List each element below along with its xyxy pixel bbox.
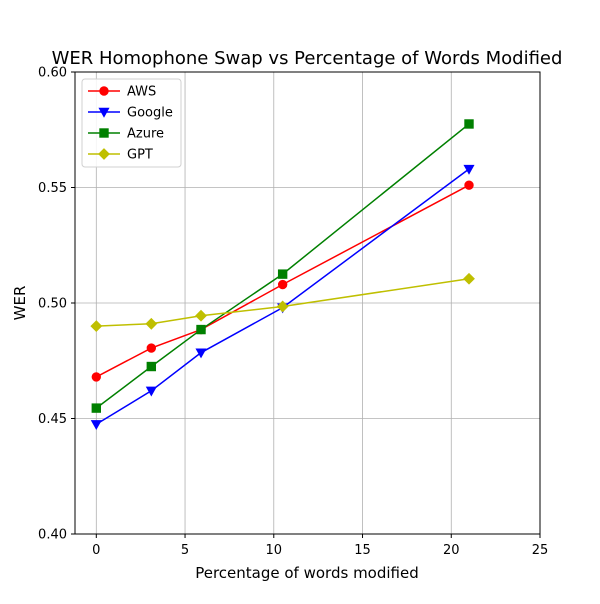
x-axis-label: Percentage of words modified [195,564,419,582]
legend-marker-aws [99,86,109,96]
y-tick-label: 0.40 [38,528,67,543]
series-gpt [90,272,475,333]
legend-marker-azure [99,128,109,138]
data-point-aws [91,372,101,382]
series-group [90,119,475,430]
data-point-google [145,386,157,397]
data-point-aws [464,180,474,190]
data-point-gpt [463,272,475,285]
x-tick-label: 15 [354,543,371,558]
data-point-gpt [195,309,207,322]
legend-entry-azure: Azure [88,127,164,142]
chart-title: WER Homophone Swap vs Percentage of Word… [52,48,563,69]
data-point-azure [91,403,101,413]
legend-marker-google [98,107,110,118]
legend: AWS Google Azure GPT [81,78,182,168]
data-point-gpt [90,320,103,333]
y-axis-label: WER [11,286,29,321]
data-point-azure [146,361,157,372]
data-point-aws [146,343,157,353]
legend-entry-gpt: GPT [88,148,153,163]
legend-box [81,78,182,168]
data-point-google [463,164,475,175]
data-point-google [90,420,102,430]
y-tick-label: 0.45 [38,412,67,427]
data-point-google [195,348,207,359]
x-tick-label: 20 [443,543,460,558]
legend-label-google: Google [127,106,173,121]
x-tick-label: 5 [181,543,189,558]
legend-label-aws: AWS [127,85,156,100]
x-tick-label: 0 [92,543,100,558]
legend-entry-aws: AWS [88,85,156,100]
axes: 0 5 10 15 20 25 0.40 0.45 0.50 0.55 0.60 [38,66,548,559]
legend-label-azure: Azure [127,127,164,142]
data-point-aws [277,279,288,290]
data-point-gpt [276,300,289,313]
data-point-gpt [145,317,158,330]
legend-label-gpt: GPT [127,148,153,163]
x-tick-label: 10 [266,543,283,558]
y-tick-label: 0.60 [38,66,67,81]
legend-entry-google: Google [88,106,173,121]
y-tick-label: 0.55 [38,181,67,196]
data-point-azure [277,269,288,279]
series-azure [91,119,474,413]
legend-marker-gpt [98,148,110,160]
data-point-azure [196,324,206,335]
y-tick-label: 0.50 [38,297,67,312]
data-point-azure [464,119,474,129]
x-tick-label: 25 [532,543,549,558]
